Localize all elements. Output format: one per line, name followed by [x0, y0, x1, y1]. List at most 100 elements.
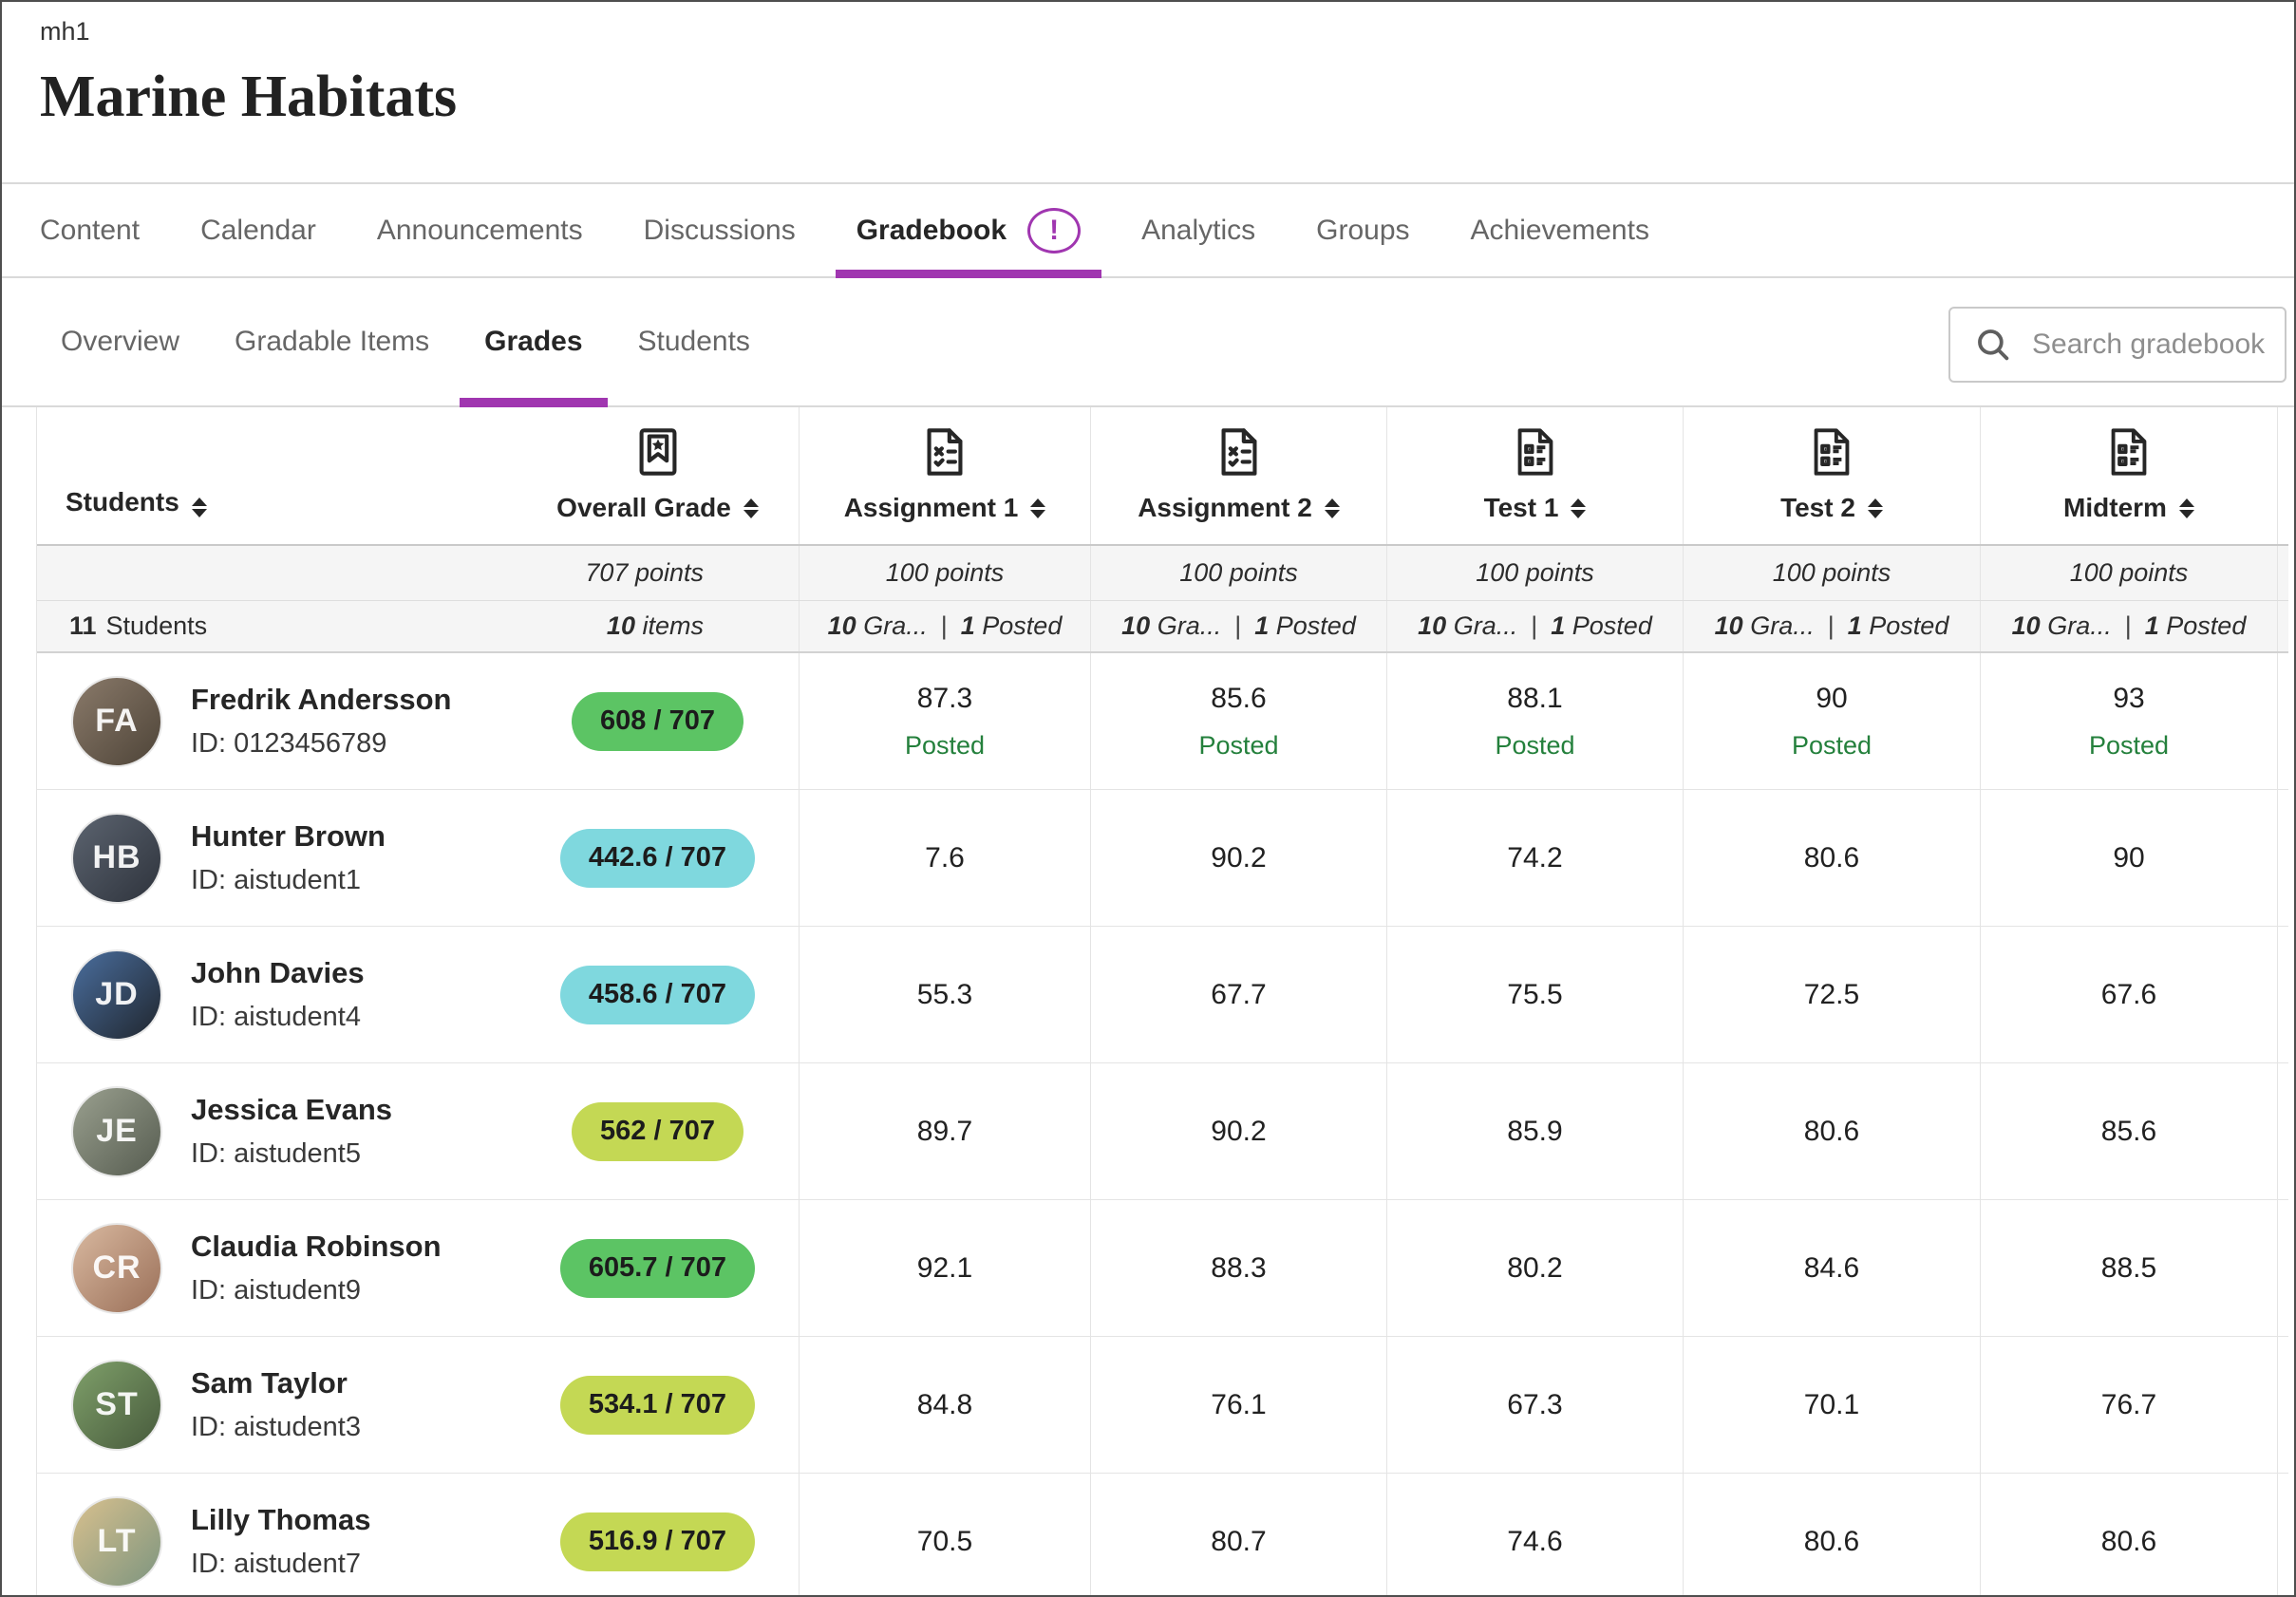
grade-cell[interactable]: 80.2 [1386, 1200, 1683, 1336]
grade-cell[interactable]: 67.3 [1386, 1337, 1683, 1473]
page-title: Marine Habitats [40, 65, 458, 129]
sub-tab-gradable-items[interactable]: Gradable Items [235, 278, 429, 405]
grade-cell[interactable]: 76.1 [1090, 1337, 1386, 1473]
grade-cell[interactable]: 67.6 [1980, 927, 2277, 1062]
overall-grade-pill[interactable]: 442.6 / 707 [559, 828, 756, 888]
student-info-cell[interactable]: FA Fredrik Andersson ID: 0123456789 [37, 653, 517, 789]
grade-cell[interactable]: 88.5 [1980, 1200, 2277, 1336]
grade-cell[interactable]: 80.6 [1683, 1474, 1980, 1595]
student-row: JE Jessica Evans ID: aistudent5 562 / 707 89… [37, 1063, 2288, 1200]
student-info-cell[interactable]: HB Hunter Brown ID: aistudent1 [37, 790, 517, 926]
overall-grade-pill[interactable]: 605.7 / 707 [559, 1238, 756, 1298]
overall-grade-cell[interactable]: 516.9 / 707 [517, 1474, 799, 1595]
grade-cell[interactable]: 55.3 [799, 927, 1090, 1062]
student-info: Hunter Brown ID: aistudent1 [191, 819, 386, 896]
overall-grade-pill[interactable]: 562 / 707 [572, 1101, 743, 1161]
nav-tab-groups[interactable]: Groups [1316, 184, 1409, 276]
nav-tab-announcements[interactable]: Announcements [377, 184, 583, 276]
grade-cell[interactable]: 7.6 [799, 790, 1090, 926]
grade-cell[interactable]: 90.2 [1090, 1063, 1386, 1199]
primary-nav: Content Calendar Announcements Discussions G… [2, 182, 2294, 278]
grade-cell[interactable]: 80.6 [1980, 1474, 2277, 1595]
student-info-cell[interactable]: JE Jessica Evans ID: aistudent5 [37, 1063, 517, 1199]
grade-cell[interactable]: 85.6 [1980, 1063, 2277, 1199]
student-info-cell[interactable]: JD John Davies ID: aistudent4 [37, 927, 517, 1062]
grade-cell[interactable]: 88.1 Posted [1386, 653, 1683, 789]
sub-tab-students[interactable]: Students [638, 278, 750, 405]
overall-grade-cell[interactable]: 608 / 707 [517, 653, 799, 789]
search-input[interactable] [2030, 328, 2268, 362]
column-header-students[interactable]: Students [37, 407, 517, 544]
grade-cell[interactable]: 75.5 [1386, 927, 1683, 1062]
column-header-label: Test 1 [1484, 493, 1587, 523]
grade-cell[interactable]: 80.7 [1090, 1474, 1386, 1595]
grade-cell[interactable]: 72.5 [1683, 927, 1980, 1062]
grade-cell[interactable]: 76.7 [1980, 1337, 2277, 1473]
nav-tab-label: Analytics [1141, 214, 1256, 246]
overall-points: 707 points [585, 558, 704, 587]
grade-cell[interactable]: 92.1 [799, 1200, 1090, 1336]
points-cell-empty [37, 546, 517, 600]
nav-tab-analytics[interactable]: Analytics [1141, 184, 1255, 276]
column-header-assignment-1[interactable]: Assignment 1 [799, 407, 1090, 544]
student-info-cell[interactable]: LT Lilly Thomas ID: aistudent7 [37, 1474, 517, 1595]
column-points: 100 points [1090, 546, 1386, 600]
grade-cell[interactable]: 84.8 [799, 1337, 1090, 1473]
student-name: Hunter Brown [191, 819, 386, 853]
overall-grade-pill[interactable]: 534.1 / 707 [559, 1375, 756, 1435]
student-info-cell[interactable]: ST Sam Taylor ID: aistudent3 [37, 1337, 517, 1473]
grade-value: 70.5 [916, 1525, 973, 1557]
grade-cell[interactable]: 80.6 [1683, 1063, 1980, 1199]
overall-grade-cell[interactable]: 562 / 707 [517, 1063, 799, 1199]
grade-cell[interactable]: 90 [1980, 790, 2277, 926]
count-row: 11 Students 10 items 10 Gra... | 1 Posted 10 G… [37, 601, 2288, 653]
overall-grade-cell[interactable]: 605.7 / 707 [517, 1200, 799, 1336]
grade-value: 67.3 [1507, 1388, 1563, 1420]
course-header: mh1 Marine Habitats [2, 2, 2294, 182]
overall-grade-pill[interactable]: 608 / 707 [572, 691, 743, 751]
next-column-sliver [2277, 601, 2288, 651]
grade-cell[interactable]: 67.7 [1090, 927, 1386, 1062]
grade-cell[interactable]: 80.6 [1683, 790, 1980, 926]
grade-cell[interactable]: 93 Posted [1980, 653, 2277, 789]
grade-value: 88.1 [1507, 682, 1563, 714]
student-name: John Davies [191, 956, 365, 989]
sub-tab-grades[interactable]: Grades [460, 278, 608, 407]
column-header-test-1[interactable]: Test 1 [1386, 407, 1683, 544]
nav-tab-content[interactable]: Content [40, 184, 140, 276]
overall-grade-pill[interactable]: 516.9 / 707 [559, 1512, 756, 1571]
overall-grade-cell[interactable]: 458.6 / 707 [517, 927, 799, 1062]
sort-icon [1324, 498, 1340, 518]
student-info: Jessica Evans ID: aistudent5 [191, 1093, 392, 1170]
grade-cell[interactable]: 74.2 [1386, 790, 1683, 926]
grade-value: 72.5 [1803, 978, 1860, 1010]
active-sub-tab-underline [460, 398, 608, 407]
overall-grade-pill[interactable]: 458.6 / 707 [559, 965, 756, 1024]
grade-cell[interactable]: 85.9 [1386, 1063, 1683, 1199]
avatar: ST [71, 1359, 162, 1451]
grade-cell[interactable]: 90.2 [1090, 790, 1386, 926]
nav-tab-calendar[interactable]: Calendar [200, 184, 316, 276]
overall-grade-cell[interactable]: 534.1 / 707 [517, 1337, 799, 1473]
column-header-assignment-2[interactable]: Assignment 2 [1090, 407, 1386, 544]
grade-cell[interactable]: 88.3 [1090, 1200, 1386, 1336]
overall-grade-cell[interactable]: 442.6 / 707 [517, 790, 799, 926]
grade-cell[interactable]: 84.6 [1683, 1200, 1980, 1336]
sub-tab-overview[interactable]: Overview [61, 278, 179, 405]
grade-cell[interactable]: 70.1 [1683, 1337, 1980, 1473]
column-header-test-2[interactable]: Test 2 [1683, 407, 1980, 544]
column-header-midterm[interactable]: Midterm [1980, 407, 2277, 544]
next-column-sliver [2277, 1063, 2288, 1199]
student-id: ID: aistudent4 [191, 1002, 361, 1032]
column-header-overall-grade[interactable]: Overall Grade [517, 407, 799, 544]
grade-cell[interactable]: 87.3 Posted [799, 653, 1090, 789]
grade-cell[interactable]: 74.6 [1386, 1474, 1683, 1595]
nav-tab-gradebook[interactable]: Gradebook! [835, 184, 1102, 278]
grade-cell[interactable]: 89.7 [799, 1063, 1090, 1199]
grade-cell[interactable]: 90 Posted [1683, 653, 1980, 789]
grade-cell[interactable]: 70.5 [799, 1474, 1090, 1595]
nav-tab-discussions[interactable]: Discussions [644, 184, 796, 276]
nav-tab-achievements[interactable]: Achievements [1471, 184, 1649, 276]
student-info-cell[interactable]: CR Claudia Robinson ID: aistudent9 [37, 1200, 517, 1336]
grade-cell[interactable]: 85.6 Posted [1090, 653, 1386, 789]
